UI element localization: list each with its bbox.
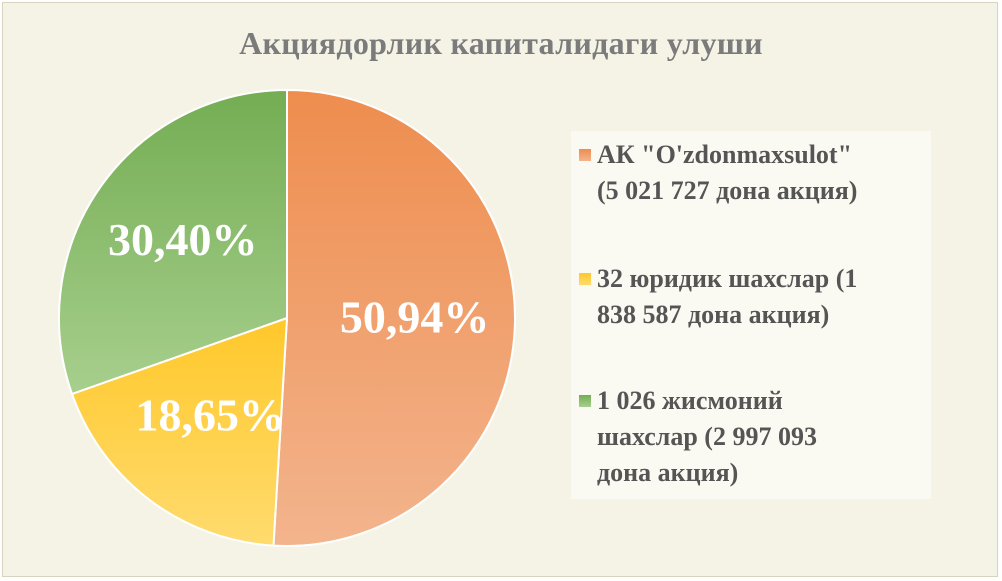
- legend-label-line: 32 юридик шахслар (1: [597, 264, 858, 293]
- legend-label-line: шахслар (2 997 093: [597, 422, 817, 451]
- pie-slice: [70, 316, 289, 547]
- legend-label-line: (5 021 727 дона акция): [597, 176, 858, 205]
- pie-data-label: 30,40%: [108, 214, 258, 265]
- chart-legend: АК "O'zdonmaxsulot" (5 021 727 дона акци…: [571, 131, 931, 499]
- pie-chart: 50,94% 18,65% 30,40%: [58, 88, 517, 547]
- pie-data-label: 50,94%: [340, 291, 490, 342]
- chart-title: Акциядорлик капиталидаги улуши: [239, 25, 763, 61]
- pie-data-label: 18,65%: [135, 390, 285, 441]
- legend-swatch-green: [579, 395, 591, 407]
- legend-label-line: АК "O'zdonmaxsulot": [597, 140, 853, 169]
- pie-slice: [272, 88, 517, 547]
- legend-swatch-orange: [579, 149, 591, 161]
- legend-swatch-yellow: [579, 273, 591, 285]
- legend-label-line: дона акция): [597, 458, 739, 487]
- pie-slice: [58, 88, 288, 396]
- legend-label-line: 1 026 жисмоний: [597, 386, 783, 415]
- legend-label-line: 838 587 дона акция): [597, 300, 830, 329]
